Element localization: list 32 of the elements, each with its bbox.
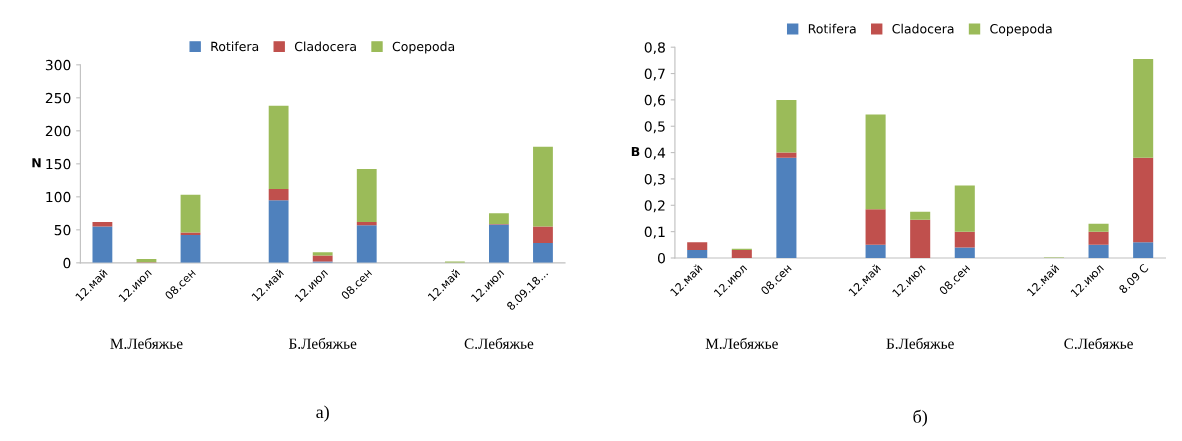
y-tick-label: 100 bbox=[46, 191, 71, 203]
text: б) bbox=[913, 409, 927, 427]
text: М.Лебяжье bbox=[705, 337, 778, 349]
y-tick-label: 300 bbox=[45, 59, 71, 71]
y-tick-label: 0 bbox=[657, 252, 665, 264]
y-tick-label: 0,3 bbox=[644, 173, 665, 186]
text: Б.Лебяжье bbox=[288, 337, 357, 349]
y-tick-label: 150 bbox=[46, 158, 71, 170]
y-tick-label: 250 bbox=[45, 92, 71, 104]
legend-label: Copepoda bbox=[990, 23, 1052, 36]
y-tick-label: 0,8 bbox=[644, 42, 665, 55]
y-tick-label: 0,1 bbox=[644, 226, 665, 239]
legend-label: Cladocera bbox=[294, 41, 356, 52]
y-axis-title: В bbox=[631, 146, 640, 157]
y-tick-label: 200 bbox=[45, 125, 71, 137]
y-tick-label: 50 bbox=[54, 224, 71, 236]
text: Б.Лебяжье bbox=[886, 337, 954, 349]
legend-label: Rotifera bbox=[211, 41, 259, 52]
y-tick-label: 0,4 bbox=[644, 147, 666, 160]
legend-label: Copepoda bbox=[392, 41, 455, 54]
text: С.Лебяжье bbox=[464, 337, 534, 349]
text: С.Лебяжье bbox=[1064, 337, 1133, 349]
y-tick-label: 0,7 bbox=[644, 68, 665, 81]
text: а) bbox=[316, 405, 329, 422]
y-tick-label: 0,5 bbox=[644, 121, 665, 134]
legend-label: Cladocera bbox=[892, 23, 954, 34]
y-axis-title: N bbox=[32, 158, 41, 168]
legend-label: Rotifera bbox=[808, 23, 856, 34]
y-tick-label: 0,2 bbox=[644, 200, 665, 213]
y-tick-label: 0,6 bbox=[644, 94, 666, 107]
y-tick-label: 0 bbox=[63, 257, 71, 269]
text: М.Лебяжье bbox=[110, 337, 183, 349]
